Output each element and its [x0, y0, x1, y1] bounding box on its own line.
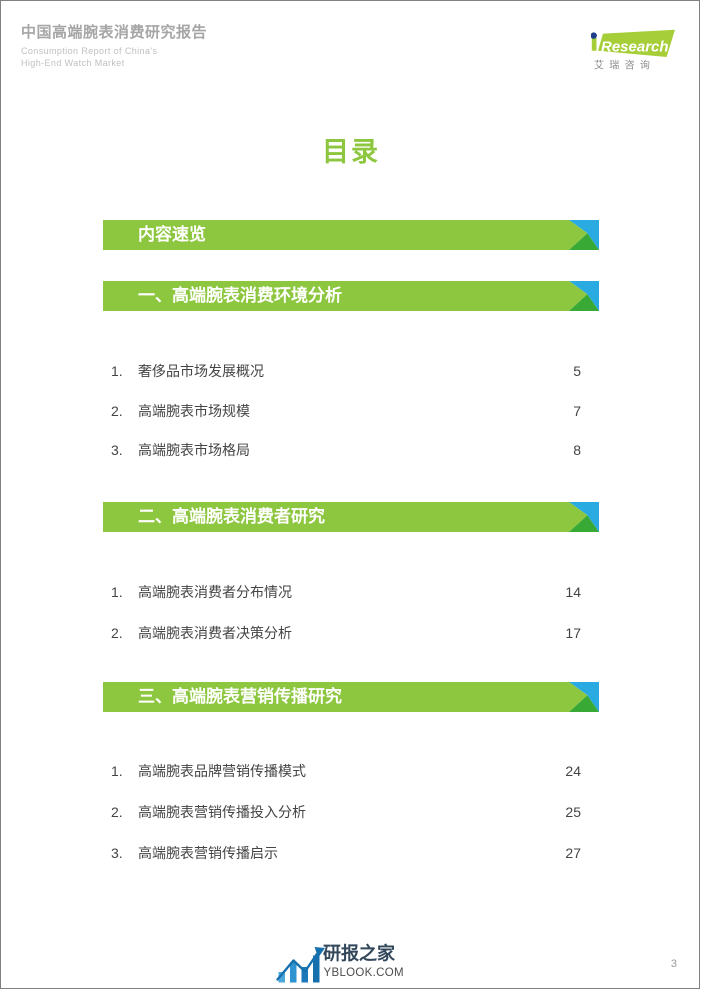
svg-text:研报之家: 研报之家: [323, 943, 396, 964]
svg-text:艾瑞咨询: 艾瑞咨询: [594, 59, 655, 72]
svg-text:Research: Research: [601, 39, 669, 56]
svg-text:YBLOOK.COM: YBLOOK.COM: [324, 967, 404, 979]
